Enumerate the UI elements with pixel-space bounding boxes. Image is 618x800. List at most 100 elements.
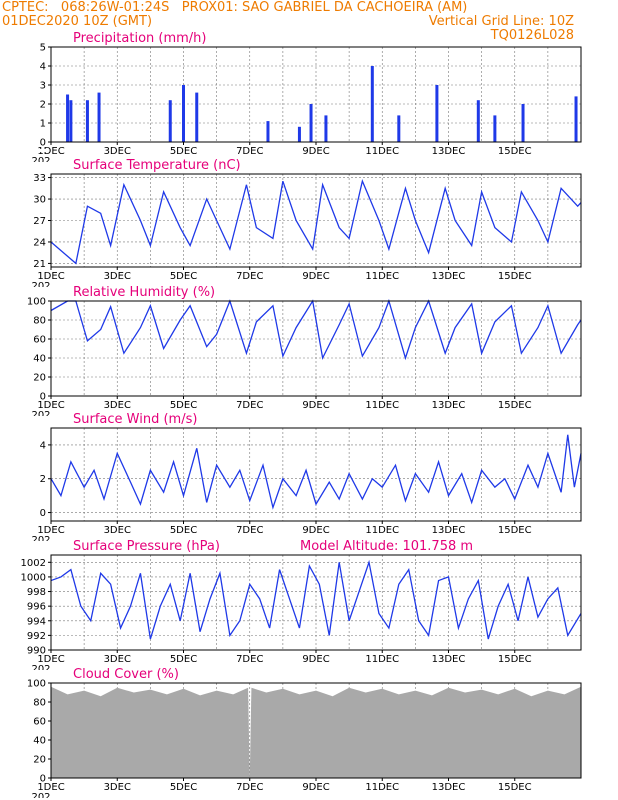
precip-bar [324,115,328,142]
wind-xtick-label: 13DEC [432,525,466,536]
pres-xtick-label: 9DEC [302,654,329,665]
precip-ytick-label: 5 [40,43,46,54]
cloud-xtick-label: 7DEC [236,782,263,793]
precip-bar [309,104,313,142]
precip-bar [493,115,497,142]
pres-line [50,559,582,640]
wind-line [50,434,582,510]
rh-xtick-label: 11DEC [365,400,399,411]
header-grid-note: Vertical Grid Line: 10Z [428,14,574,29]
rh-ytick-label: 60 [33,335,46,346]
wind-year-label: 202 [31,535,50,546]
temp-ytick-label: 27 [33,216,46,227]
temp-xtick-label: 3DEC [104,271,131,282]
cloud-xtick-label: 15DEC [498,782,532,793]
temp-xtick-label: 5DEC [170,271,197,282]
wind-ytick-label: 4 [40,440,46,451]
cloud-title: Cloud Cover (%) [73,667,179,682]
precip-bar [69,100,73,142]
pres-ytick-label: 998 [27,587,46,598]
pres-ytick-label: 1002 [21,558,46,569]
cloud-ytick-label: 20 [33,755,46,766]
cloud-year-label: 202 [31,792,50,800]
pres-xtick-label: 3DEC [104,654,131,665]
precip-xtick-label: 3DEC [104,146,131,157]
wind-xtick-label: 3DEC [104,525,131,536]
temp-xtick-label: 1DEC [37,271,64,282]
temp-ytick-label: 24 [33,237,46,248]
pres-xtick-label: 5DEC [170,654,197,665]
cloud-xtick-label: 1DEC [37,782,64,793]
header-station-line: CPTEC: 068:26W-01:24S PROX01: SAO GABRIE… [2,0,468,15]
precip-bar [195,92,199,142]
precip-bar [85,100,89,142]
precip-bar [168,100,172,142]
rh-title: Relative Humidity (%) [73,285,215,300]
wind-xtick-label: 5DEC [170,525,197,536]
pres-xtick-label: 7DEC [236,654,263,665]
rh-line [50,298,582,361]
pres-xtick-label: 15DEC [498,654,532,665]
precip-bar [66,94,70,142]
precip-ytick-label: 2 [40,100,46,111]
cloud-xtick-label: 3DEC [104,782,131,793]
rh-xtick-label: 1DEC [37,400,64,411]
pres-ytick-label: 994 [27,616,46,627]
precip-bar [297,126,301,142]
rh-xtick-label: 9DEC [302,400,329,411]
temp-line [50,179,582,265]
pres-xtick-label: 13DEC [432,654,466,665]
wind-xtick-label: 9DEC [302,525,329,536]
wind-xtick-label: 7DEC [236,525,263,536]
rh-ytick-label: 80 [33,316,46,327]
precip-xtick-label: 15DEC [498,146,532,157]
cloud-ytick-label: 40 [33,736,46,747]
temp-xtick-label: 11DEC [365,271,399,282]
precip-bar [182,85,185,142]
rh-ytick-label: 100 [27,297,46,308]
rh-ytick-label: 40 [33,354,46,365]
pres-title: Surface Pressure (hPa) [73,539,220,554]
precip-bar [370,66,374,142]
precip-ytick-label: 3 [40,81,46,92]
precip-bar [435,85,439,142]
wind-ytick-label: 0 [40,508,46,519]
label-mask [0,149,48,152]
rh-year-label: 202 [31,410,50,421]
cloud-ytick-label: 100 [27,679,46,690]
temp-ytick-label: 21 [33,259,46,270]
pres-xtick-label: 1DEC [37,654,64,665]
wind-xtick-label: 1DEC [37,525,64,536]
rh-xtick-label: 13DEC [432,400,466,411]
pres-xtick-label: 11DEC [365,654,399,665]
precip-bar [397,115,401,142]
precip-xtick-label: 9DEC [302,146,329,157]
wind-xtick-label: 15DEC [498,525,532,536]
header-model-code: TQ0126L028 [490,28,574,43]
cloud-xtick-label: 9DEC [302,782,329,793]
precip-ytick-label: 0 [40,138,46,149]
precip-bar [574,96,578,142]
rh-xtick-label: 7DEC [236,400,263,411]
pres-ytick-label: 996 [27,602,46,613]
precip-xtick-label: 5DEC [170,146,197,157]
precip-ytick-label: 1 [40,119,46,130]
temp-xtick-label: 13DEC [432,271,466,282]
precip-bar [266,121,270,142]
pres-ytick-label: 992 [27,631,46,642]
precip-bar [476,100,480,142]
precip-bar [97,92,101,142]
precip-xtick-label: 1DEC [37,146,64,157]
rh-xtick-label: 5DEC [170,400,197,411]
cloud-xtick-label: 11DEC [365,782,399,793]
temp-title: Surface Temperature (nC) [73,158,241,173]
cloud-ytick-label: 60 [33,717,46,728]
wind-xtick-label: 11DEC [365,525,399,536]
cloud-ytick-label: 80 [33,698,46,709]
pres-title-right: Model Altitude: 101.758 m [300,539,473,554]
wind-ytick-label: 2 [40,474,46,485]
precip-bar [521,104,525,142]
rh-ytick-label: 0 [40,392,46,403]
pres-ytick-label: 1000 [21,572,46,583]
